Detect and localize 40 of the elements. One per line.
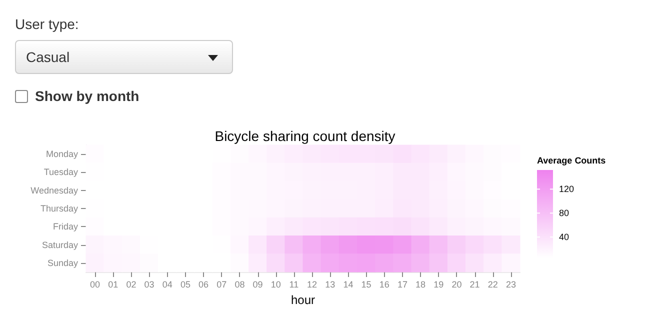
text: Show by month	[35, 88, 140, 104]
y-tick-label: Friday	[52, 222, 78, 232]
y-tick-label: Wednesday	[30, 185, 78, 196]
y-tick-label: Saturday	[42, 240, 78, 250]
x-tick-label: 11	[289, 280, 299, 290]
x-tick-label: 03	[144, 280, 154, 290]
x-tick-label: 19	[434, 280, 444, 290]
y-tick-label: Sunday	[47, 258, 78, 268]
color-bar-title: Average Counts	[537, 156, 606, 166]
y-tick-label: Monday	[46, 149, 78, 160]
y-tick-label: Thursday	[40, 204, 78, 214]
x-tick-label: 02	[126, 280, 136, 290]
x-tick-label: 09	[252, 280, 263, 290]
color-bar-label: 120	[559, 184, 574, 194]
text: User type:	[15, 16, 79, 32]
x-tick-label: 22	[488, 280, 498, 290]
x-tick-label: 14	[343, 280, 354, 290]
x-axis-title: hour	[290, 293, 316, 307]
x-tick-label: 21	[470, 280, 480, 290]
x-tick-label: 15	[361, 280, 372, 290]
y-tick-label: Tuesday	[44, 167, 78, 178]
x-tick-label: 08	[234, 280, 245, 290]
color-bar-label: 40	[559, 232, 570, 242]
x-tick-label: 23	[506, 280, 516, 290]
x-tick-label: 16	[379, 280, 390, 290]
x-tick-label: 18	[416, 280, 426, 290]
x-tick-label: 13	[325, 280, 336, 290]
color-bar-label: 80	[559, 208, 570, 218]
x-tick-label: 10	[270, 280, 281, 290]
x-tick-label: 07	[216, 280, 227, 290]
x-tick-label: 04	[162, 280, 172, 290]
x-tick-label: 00	[90, 280, 100, 290]
x-tick-label: 12	[307, 280, 318, 290]
x-tick-label: 20	[452, 280, 462, 290]
chart-title: Bicycle sharing count density	[214, 128, 396, 144]
x-tick-label: 06	[198, 280, 209, 290]
x-tick-label: 01	[108, 280, 118, 290]
x-tick-label: 05	[180, 280, 190, 290]
dropdown-field: Casual	[15, 40, 233, 74]
x-tick-label: 17	[397, 280, 408, 290]
